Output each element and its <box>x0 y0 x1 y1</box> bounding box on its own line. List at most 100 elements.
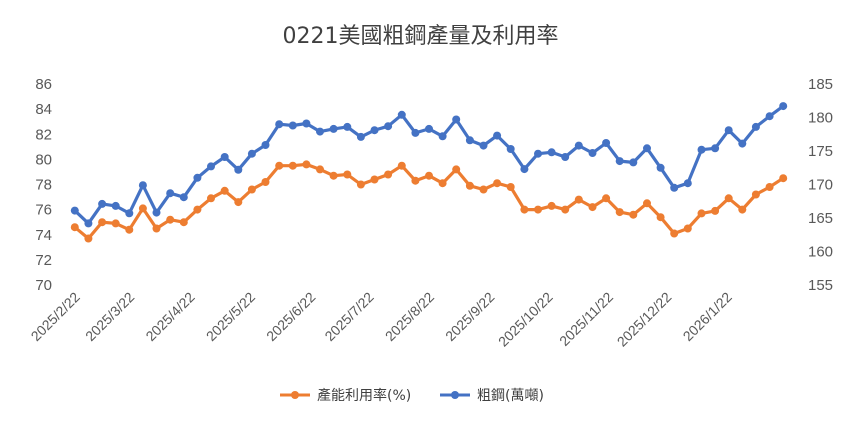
series-layer <box>70 102 788 243</box>
data-point <box>343 122 352 131</box>
legend-item: 產能利用率(%) <box>280 387 411 404</box>
x-tick-label: 2025/9/22 <box>442 289 498 345</box>
data-point <box>779 102 788 111</box>
chart-title: 0221美國粗鋼產量及利用率 <box>282 24 559 49</box>
data-point <box>738 205 747 214</box>
data-point <box>574 141 583 150</box>
data-point <box>111 201 120 210</box>
data-point <box>520 205 529 214</box>
left-tick-label: 80 <box>35 151 52 168</box>
data-point <box>670 229 679 238</box>
data-point <box>425 171 433 180</box>
data-point <box>356 132 365 141</box>
data-point <box>697 209 706 218</box>
right-axis-ticks: 185 180 175 170 165 160 155 <box>808 76 833 294</box>
right-tick-label: 180 <box>808 110 833 127</box>
data-point <box>288 161 297 170</box>
data-point <box>561 153 570 161</box>
data-point <box>370 175 379 184</box>
data-point <box>98 199 107 208</box>
data-point <box>84 234 93 243</box>
data-point <box>520 165 529 174</box>
right-tick-label: 160 <box>808 244 833 261</box>
data-point <box>751 122 760 131</box>
series-1 <box>70 160 788 243</box>
data-point <box>275 120 284 129</box>
data-point <box>152 224 161 233</box>
data-point <box>166 189 175 198</box>
legend: 產能利用率(%) 粗鋼(萬噸) <box>280 387 544 404</box>
data-point <box>247 149 256 158</box>
left-tick-label: 82 <box>35 126 52 143</box>
data-point <box>397 161 406 170</box>
data-point <box>615 157 624 166</box>
data-point <box>670 183 679 192</box>
data-point <box>738 139 747 148</box>
legend-swatch-marker <box>291 391 299 399</box>
data-point <box>697 145 706 154</box>
data-point <box>479 141 488 150</box>
x-tick-label: 2025/12/22 <box>614 289 675 350</box>
data-point <box>656 213 665 222</box>
data-point <box>411 176 420 185</box>
data-point <box>561 205 570 214</box>
data-point <box>465 136 474 145</box>
data-point <box>125 209 134 218</box>
data-point <box>751 190 760 199</box>
data-point <box>602 139 611 147</box>
data-point <box>724 126 733 135</box>
left-tick-label: 70 <box>35 277 52 294</box>
data-point <box>275 161 284 170</box>
data-point <box>574 195 583 204</box>
data-point <box>207 194 215 203</box>
data-point <box>138 204 147 213</box>
data-point <box>547 148 556 157</box>
data-point <box>261 178 270 186</box>
left-tick-label: 78 <box>35 177 52 194</box>
right-tick-label: 185 <box>808 76 833 93</box>
x-tick-label: 2025/3/22 <box>82 289 138 345</box>
left-axis-ticks: 86 84 82 80 78 76 74 72 70 <box>35 76 52 294</box>
data-point <box>234 198 243 207</box>
data-point <box>316 127 324 136</box>
data-point <box>316 165 324 174</box>
data-point <box>302 160 311 169</box>
data-point <box>643 144 651 153</box>
series-2 <box>70 102 788 228</box>
data-point <box>683 179 692 188</box>
data-point <box>411 128 420 137</box>
data-point <box>397 110 406 119</box>
x-tick-label: 2025/4/22 <box>142 289 198 345</box>
data-point <box>179 218 188 227</box>
right-tick-label: 155 <box>808 277 833 294</box>
data-point <box>438 179 447 188</box>
data-point <box>765 183 774 191</box>
data-point <box>656 163 665 172</box>
data-point <box>711 144 720 153</box>
data-point <box>111 219 120 228</box>
data-point <box>329 171 338 180</box>
data-point <box>465 181 474 190</box>
series-line <box>73 104 785 225</box>
data-point <box>138 181 147 190</box>
data-point <box>329 124 338 133</box>
data-point <box>302 119 311 128</box>
data-point <box>506 183 515 191</box>
data-point <box>288 121 297 130</box>
data-point <box>479 185 488 194</box>
data-point <box>125 225 134 234</box>
data-point <box>384 122 393 131</box>
x-tick-label: 2025/7/22 <box>321 289 377 345</box>
left-tick-label: 76 <box>35 202 52 219</box>
data-point <box>70 223 79 232</box>
data-point <box>261 141 270 149</box>
legend-label: 粗鋼(萬噸) <box>477 388 544 404</box>
data-point <box>343 170 352 179</box>
data-point <box>220 186 229 195</box>
data-point <box>452 165 461 174</box>
data-point <box>779 174 788 183</box>
data-point <box>70 206 79 215</box>
left-tick-label: 86 <box>35 76 52 93</box>
data-point <box>493 179 502 188</box>
data-point <box>588 149 597 157</box>
